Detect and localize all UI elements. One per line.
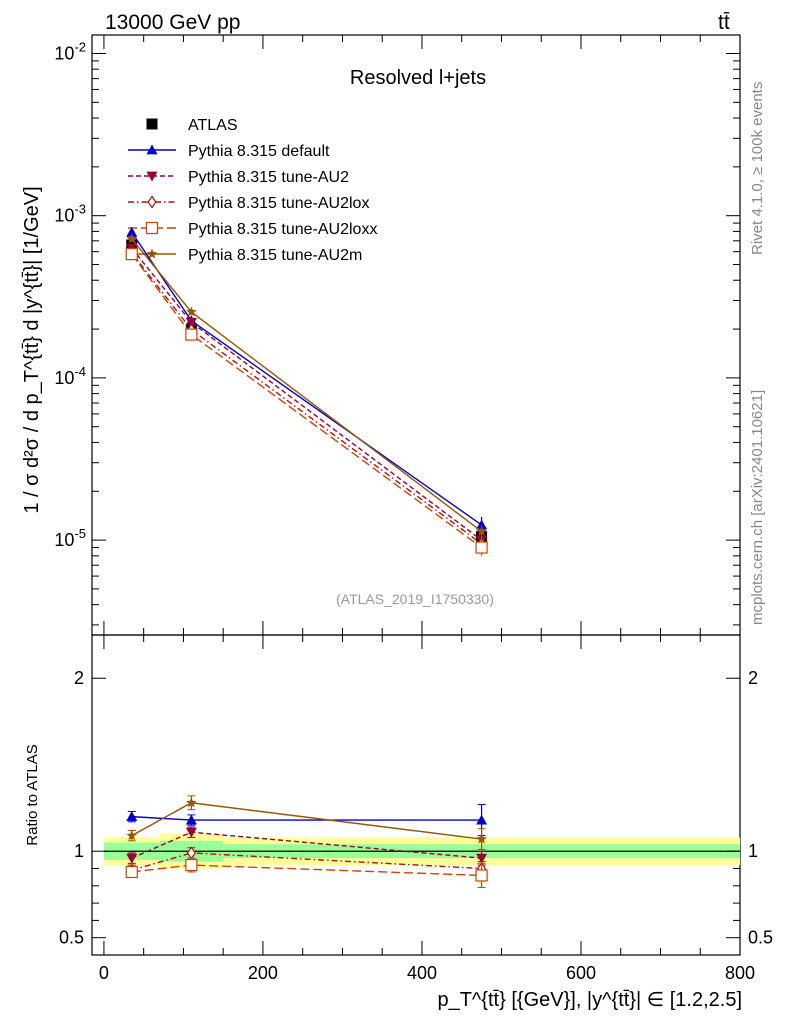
series-pythia-8-315-tune-au2loxx — [125, 247, 488, 556]
legend-entry: Pythia 8.315 default — [128, 143, 330, 160]
rivet-label: Rivet 4.1.0, ≥ 100k events — [749, 82, 766, 255]
process-label: tt̄ — [718, 11, 730, 34]
y-tick-label: 10-4 — [54, 364, 86, 388]
legend-entry: Pythia 8.315 tune-AU2 — [128, 169, 349, 186]
legend-entry: Pythia 8.315 tune-AU2lox — [128, 195, 369, 212]
y-tick-label: 10-2 — [54, 39, 86, 63]
legend-marker — [146, 144, 158, 155]
ratio-data-point — [476, 814, 488, 825]
legend-marker — [146, 248, 158, 259]
series-line — [131, 253, 483, 549]
ratio-data-point — [186, 797, 197, 808]
y-tick-label: 10-5 — [54, 526, 86, 550]
ratio-y-tick-label-right: 0.5 — [748, 928, 773, 948]
x-tick-label: 400 — [407, 963, 437, 983]
ratio-data-point — [125, 865, 138, 879]
series-atlas — [126, 239, 488, 552]
series-line — [131, 252, 483, 545]
energy-label: 13000 GeV pp — [105, 11, 240, 34]
legend-entry: Pythia 8.315 tune-AU2m — [128, 247, 362, 264]
source-label: mcplots.cern.ch [arXiv:2401.10621] — [749, 390, 766, 625]
series-pythia-8-315-default — [126, 226, 488, 535]
x-tick-label: 600 — [566, 963, 596, 983]
data-point — [476, 525, 487, 536]
legend-entry: ATLAS — [146, 117, 238, 134]
data-point — [125, 247, 138, 261]
legend: ATLAS Pythia 8.315 default Pythia 8.315 tu… — [128, 117, 377, 264]
ratio-ticks: 0.5 0.5 1 1 2 2 0 200 400 600 800 — [59, 635, 773, 983]
ratio-y-tick-label-right: 1 — [748, 841, 758, 861]
ratio-series-pythia-8-315-tune-au2m — [126, 795, 487, 850]
legend-label: Pythia 8.315 default — [188, 143, 330, 160]
main-title: Resolved l+jets — [350, 67, 486, 89]
legend-marker — [147, 195, 157, 209]
legend-label: ATLAS — [188, 117, 238, 134]
ratio-frame — [91, 634, 741, 956]
ratio-y-tick-label: 1 — [74, 841, 84, 861]
ratio-data-point — [126, 811, 138, 822]
ratio-series-pythia-8-315-tune-au2loxx — [125, 857, 488, 889]
ratio-series-pythia-8-315-tune-au2 — [126, 826, 488, 866]
legend-entry: Pythia 8.315 tune-AU2loxx — [128, 221, 377, 238]
legend-marker — [146, 118, 158, 130]
series-pythia-8-315-tune-au2 — [126, 243, 488, 548]
ratio-data-point — [185, 827, 197, 838]
legend-marker — [146, 171, 158, 182]
ratio-data-point — [185, 858, 198, 872]
data-point — [126, 233, 137, 244]
series-line — [131, 231, 482, 526]
ratio-y-tick-label-right: 2 — [748, 668, 758, 688]
ratio-data-point — [126, 853, 138, 864]
ratio-data-point — [476, 833, 487, 844]
analysis-watermark: (ATLAS_2019_I1750330) — [336, 591, 494, 607]
ratio-data-point — [475, 869, 488, 882]
legend-label: Pythia 8.315 tune-AU2loxx — [188, 221, 377, 238]
main-y-ticks: 10-2 10-3 10-4 10-5 — [54, 35, 741, 635]
data-point — [185, 317, 197, 328]
legend-label: Pythia 8.315 tune-AU2lox — [188, 195, 369, 212]
ratio-data-point — [185, 814, 197, 825]
ratio-y-tick-label: 2 — [74, 668, 84, 688]
ratio-data-point — [476, 853, 488, 864]
ratio-y-axis-label: Ratio to ATLAS — [24, 744, 41, 845]
ratio-y-tick-label: 0.5 — [59, 928, 84, 948]
x-tick-label: 0 — [99, 963, 109, 983]
y-tick-label: 10-3 — [54, 202, 86, 226]
ratio-bands — [103, 833, 740, 869]
x-tick-label: 800 — [725, 963, 755, 983]
legend-label: Pythia 8.315 tune-AU2 — [188, 169, 349, 186]
data-point — [126, 226, 138, 237]
series-pythia-8-315-tune-au2m — [126, 233, 487, 539]
series-line — [131, 247, 483, 541]
data-point — [475, 541, 488, 554]
main-y-axis-label: 1 / σ d²σ / d p_T^{tt̄} d |y^{tt̄}| [1/G… — [21, 186, 43, 513]
x-tick-label: 200 — [248, 963, 278, 983]
data-point — [476, 519, 488, 530]
ratio-series — [125, 795, 488, 889]
ratio-series-line — [131, 802, 482, 840]
x-axis-label: p_T^{tt̄} [{GeV}], |y^{tt̄}| ∈ [1.2,2.5] — [437, 989, 742, 1011]
data-point — [185, 328, 198, 341]
data-point — [186, 306, 197, 317]
legend-label: Pythia 8.315 tune-AU2m — [188, 247, 362, 264]
legend-marker — [145, 221, 159, 235]
main-series — [125, 226, 488, 556]
ratio-data-point — [126, 830, 137, 841]
